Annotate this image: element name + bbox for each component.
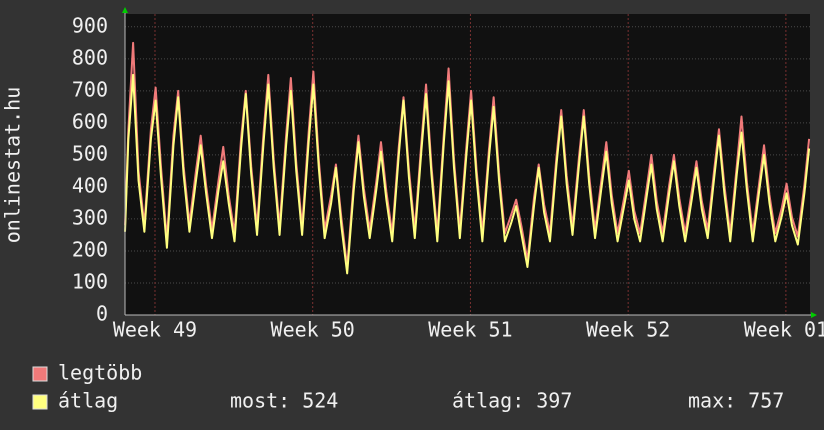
axis-arrow <box>811 312 817 318</box>
y-tick-label: 300 <box>72 205 108 229</box>
stat-value: 397 <box>536 389 572 413</box>
y-tick-label: 800 <box>72 45 108 69</box>
stat-label: max: <box>688 389 736 413</box>
legend-label: legtöbb <box>58 361 142 385</box>
legend-swatch <box>32 394 48 410</box>
y-tick-label: 900 <box>72 13 108 37</box>
axis-arrow <box>122 7 128 13</box>
stat-value: 524 <box>302 389 338 413</box>
x-tick-label: Week 52 <box>586 318 670 342</box>
y-tick-label: 500 <box>72 141 108 165</box>
x-tick-label: Week 01 <box>744 318 824 342</box>
x-tick-label: Week 49 <box>113 318 197 342</box>
x-tick-label: Week 51 <box>428 318 512 342</box>
series-line <box>124 73 811 275</box>
series-lines <box>124 41 811 275</box>
y-tick-label: 600 <box>72 109 108 133</box>
x-tick-label: Week 50 <box>271 318 355 342</box>
stat-label: most: <box>230 389 290 413</box>
y-tick-label: 700 <box>72 77 108 101</box>
y-tick-label: 400 <box>72 173 108 197</box>
stat-label: átlag: <box>452 389 524 413</box>
y-axis-label: onlinestat.hu <box>1 87 25 244</box>
y-tick-label: 200 <box>72 237 108 261</box>
y-tick-label: 100 <box>72 269 108 293</box>
y-tick-label: 0 <box>96 302 108 326</box>
legend: legtöbb átlag most: 524 átlag: 397 max: 757 <box>32 361 784 413</box>
legend-label: átlag <box>58 389 118 413</box>
legend-swatch <box>32 366 48 382</box>
stat-value: 757 <box>748 389 784 413</box>
